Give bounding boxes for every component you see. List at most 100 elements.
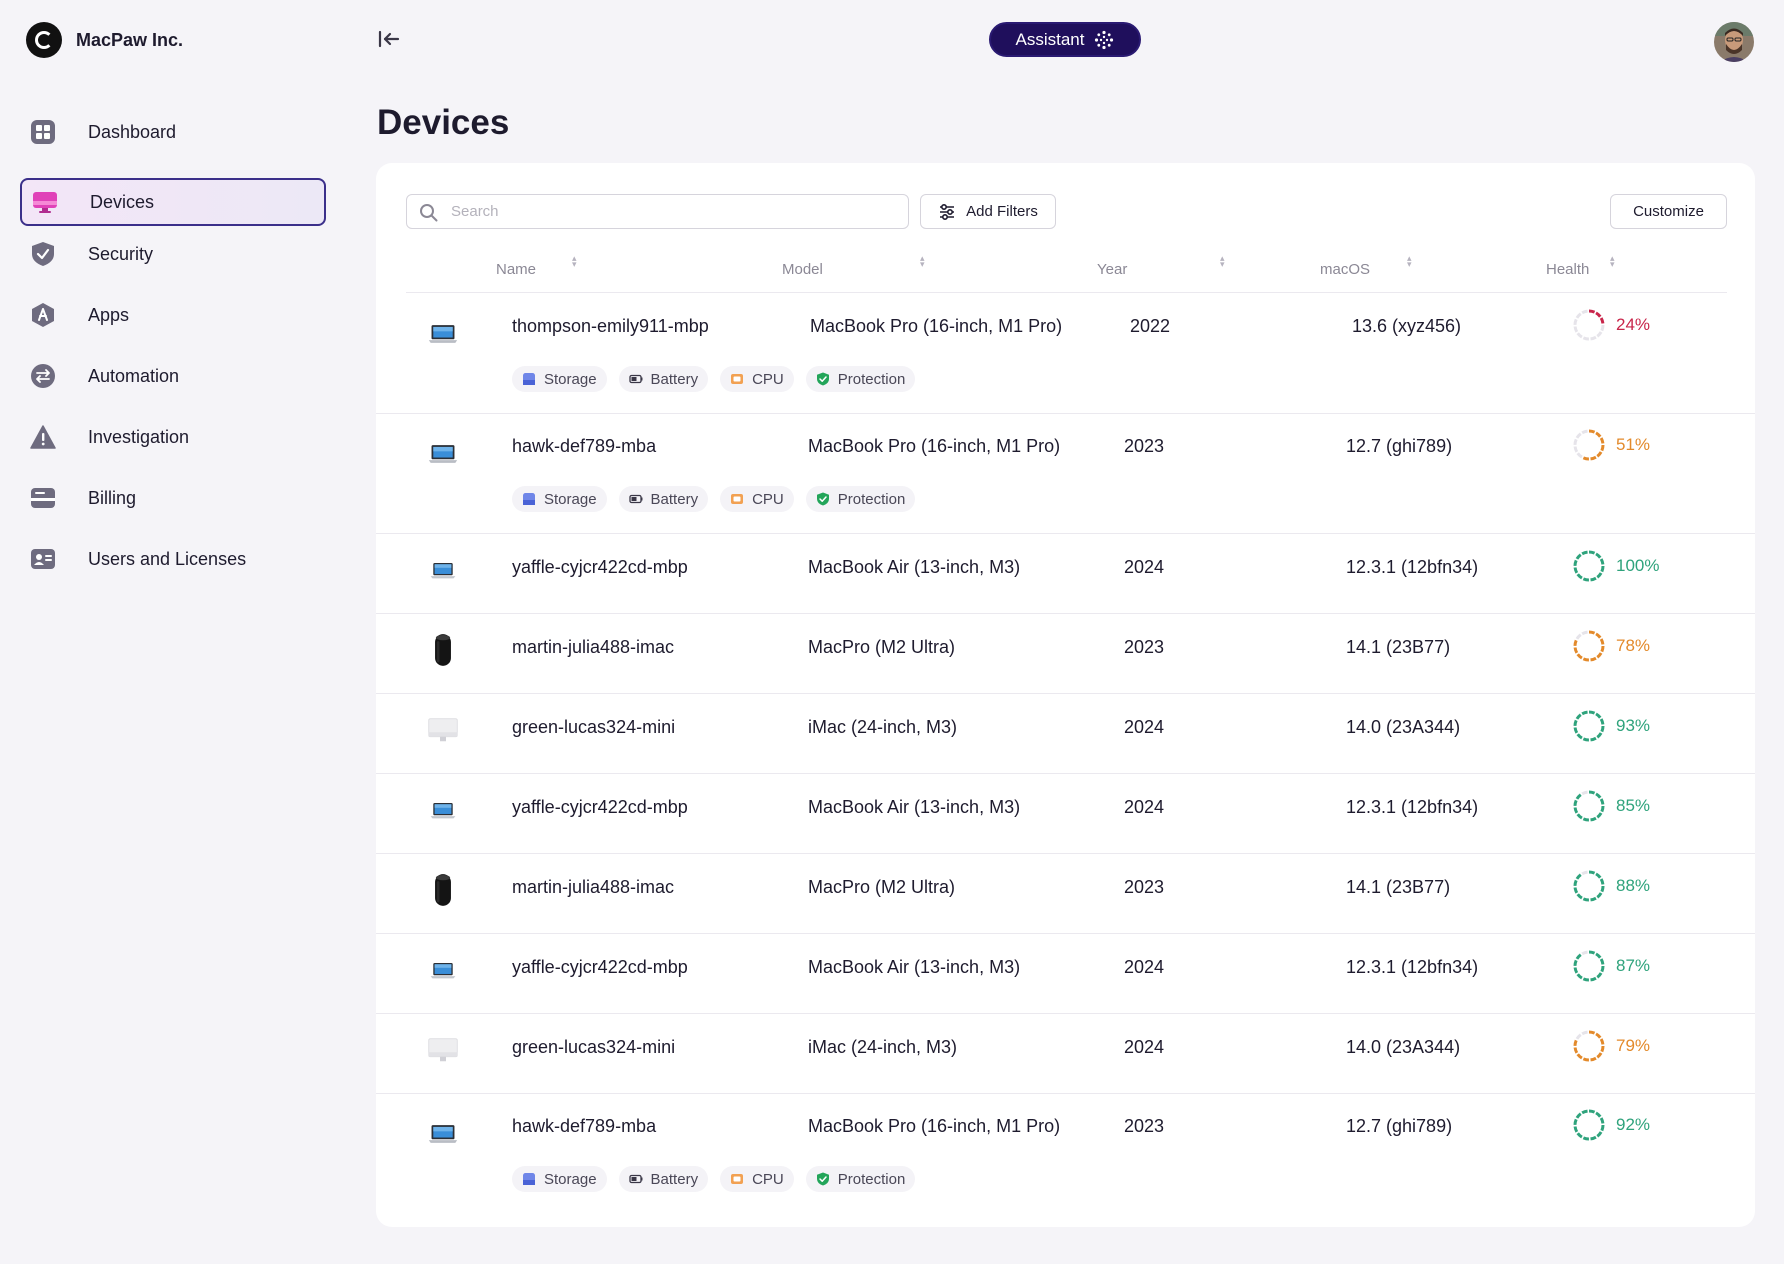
- device-name[interactable]: green-lucas324-mini: [512, 717, 676, 737]
- column-header-model[interactable]: Model: [782, 261, 823, 278]
- sidebar-item-dashboard[interactable]: Dashboard: [20, 108, 326, 156]
- sidebar-item-label: Billing: [88, 487, 137, 508]
- tag-battery[interactable]: Battery: [618, 366, 709, 392]
- column-header-year[interactable]: Year: [1097, 261, 1127, 278]
- device-name[interactable]: hawk-def789-mba: [512, 1116, 657, 1136]
- tag-protection[interactable]: Protection: [805, 366, 916, 392]
- customize-button[interactable]: Customize: [1610, 194, 1727, 229]
- table-row[interactable]: thompson-emily911-mbp MacBook Pro (16-in…: [376, 294, 1755, 414]
- table-row[interactable]: green-lucas324-mini iMac (24-inch, M3) 2…: [376, 694, 1755, 774]
- tag-label: CPU: [752, 1170, 784, 1188]
- device-macos: 12.3.1 (12bfn34): [1346, 557, 1479, 577]
- tag-storage[interactable]: Storage: [512, 366, 607, 392]
- tag-cpu[interactable]: CPU: [720, 366, 794, 392]
- device-name[interactable]: yaffle-cyjcr422cd-mbp: [512, 797, 688, 817]
- table-row[interactable]: yaffle-cyjcr422cd-mbp MacBook Air (13-in…: [376, 934, 1755, 1014]
- table-row[interactable]: green-lucas324-mini iMac (24-inch, M3) 2…: [376, 1014, 1755, 1094]
- table-row[interactable]: hawk-def789-mba MacBook Pro (16-inch, M1…: [376, 414, 1755, 534]
- sidebar-item-billing[interactable]: Billing: [20, 474, 326, 522]
- devices-icon: [33, 192, 57, 213]
- health-percent: 85%: [1616, 796, 1651, 815]
- column-header-label: Health: [1546, 261, 1590, 278]
- device-name[interactable]: martin-julia488-imac: [512, 877, 675, 897]
- search-box[interactable]: [406, 194, 909, 229]
- device-name[interactable]: green-lucas324-mini: [512, 1037, 676, 1057]
- tag-protection[interactable]: Protection: [805, 1166, 916, 1192]
- device-name[interactable]: yaffle-cyjcr422cd-mbp: [512, 557, 688, 577]
- device-model: MacBook Air (13-inch, M3): [808, 557, 1021, 577]
- tag-cpu[interactable]: CPU: [720, 1166, 794, 1192]
- sidebar-item-investigation[interactable]: Investigation: [20, 413, 326, 461]
- table-row[interactable]: yaffle-cyjcr422cd-mbp MacBook Air (13-in…: [376, 534, 1755, 614]
- mac-pro-device-icon: [428, 872, 458, 908]
- table-row[interactable]: hawk-def789-mba MacBook Pro (16-inch, M1…: [376, 1094, 1755, 1214]
- storage-icon: [522, 492, 536, 506]
- table-row[interactable]: yaffle-cyjcr422cd-mbp MacBook Air (13-in…: [376, 774, 1755, 854]
- tag-protection[interactable]: Protection: [805, 486, 916, 512]
- table-row[interactable]: martin-julia488-imac MacPro (M2 Ultra) 2…: [376, 854, 1755, 934]
- device-name[interactable]: thompson-emily911-mbp: [512, 316, 709, 336]
- column-header-health[interactable]: Health: [1546, 261, 1589, 278]
- sidebar-item-label: Investigation: [88, 426, 190, 447]
- tag-battery[interactable]: Battery: [618, 1166, 709, 1192]
- tag-cpu[interactable]: CPU: [720, 486, 794, 512]
- device-name[interactable]: yaffle-cyjcr422cd-mbp: [512, 957, 688, 977]
- health-gauge-icon: [1573, 429, 1605, 461]
- tag-label: CPU: [752, 490, 784, 508]
- storage-icon: [522, 1172, 536, 1186]
- protection-shield-icon: [816, 372, 830, 386]
- table-row[interactable]: martin-julia488-imac MacPro (M2 Ultra) 2…: [376, 614, 1755, 694]
- tag-label: CPU: [752, 370, 784, 388]
- sidebar-item-security[interactable]: Security: [20, 230, 326, 278]
- search-icon: [420, 204, 438, 222]
- cpu-icon: [730, 492, 744, 506]
- tag-storage[interactable]: Storage: [512, 486, 607, 512]
- device-model: iMac (24-inch, M3): [808, 1037, 958, 1057]
- device-macos: 12.3.1 (12bfn34): [1346, 957, 1479, 977]
- sidebar-item-label: Users and Licenses: [88, 548, 247, 569]
- column-header-macos[interactable]: macOS: [1320, 261, 1370, 278]
- battery-icon: [628, 492, 643, 506]
- column-header-label: Model: [782, 261, 823, 278]
- device-name[interactable]: martin-julia488-imac: [512, 637, 675, 657]
- sidebar-item-apps[interactable]: Apps: [20, 291, 326, 339]
- user-avatar-image: [1714, 22, 1754, 62]
- device-year: 2024: [1124, 957, 1165, 977]
- search-input[interactable]: [451, 195, 891, 227]
- health-gauge-icon: [1573, 1109, 1605, 1141]
- health-percent: 100%: [1616, 556, 1660, 575]
- sidebar-item-devices[interactable]: Devices: [20, 178, 326, 226]
- column-header-label: macOS: [1320, 261, 1371, 278]
- add-filters-label: Add Filters: [966, 203, 1038, 220]
- device-health: 87%: [1572, 949, 1650, 983]
- sidebar-item-users-and-licenses[interactable]: Users and Licenses: [20, 535, 326, 583]
- device-model: MacPro (M2 Ultra): [808, 877, 956, 897]
- tag-battery[interactable]: Battery: [618, 486, 709, 512]
- cpu-icon: [730, 1172, 744, 1186]
- health-percent: 87%: [1616, 956, 1651, 975]
- devices-table-card: Add Filters Customize Name ▴▾ Model ▴▾ Y…: [376, 163, 1755, 1227]
- add-filters-button[interactable]: Add Filters: [920, 194, 1056, 229]
- device-year: 2024: [1124, 797, 1165, 817]
- user-avatar[interactable]: [1714, 22, 1754, 62]
- sidebar-item-automation[interactable]: Automation: [20, 352, 326, 400]
- column-header-name[interactable]: Name: [496, 261, 536, 278]
- health-gauge-icon: [1573, 710, 1605, 742]
- device-model: MacBook Pro (16-inch, M1 Pro): [810, 316, 1063, 336]
- tag-label: Protection: [837, 1170, 906, 1188]
- sidebar-item-label: Apps: [88, 304, 130, 325]
- collapse-sidebar-button[interactable]: [376, 28, 402, 50]
- device-year: 2023: [1124, 1116, 1165, 1136]
- brand[interactable]: MacPaw Inc.: [26, 22, 183, 58]
- tag-storage[interactable]: Storage: [512, 1166, 607, 1192]
- health-percent: 24%: [1616, 315, 1651, 334]
- health-gauge-icon: [1573, 870, 1605, 902]
- protection-shield-icon: [816, 1172, 830, 1186]
- filters-icon: [940, 203, 955, 220]
- shield-icon: [32, 242, 54, 266]
- page-title: Devices: [377, 103, 510, 142]
- device-name[interactable]: hawk-def789-mba: [512, 436, 657, 456]
- device-model: MacPro (M2 Ultra): [808, 637, 956, 657]
- device-macos: 12.7 (ghi789): [1346, 436, 1453, 456]
- assistant-button[interactable]: Assistant: [989, 22, 1141, 57]
